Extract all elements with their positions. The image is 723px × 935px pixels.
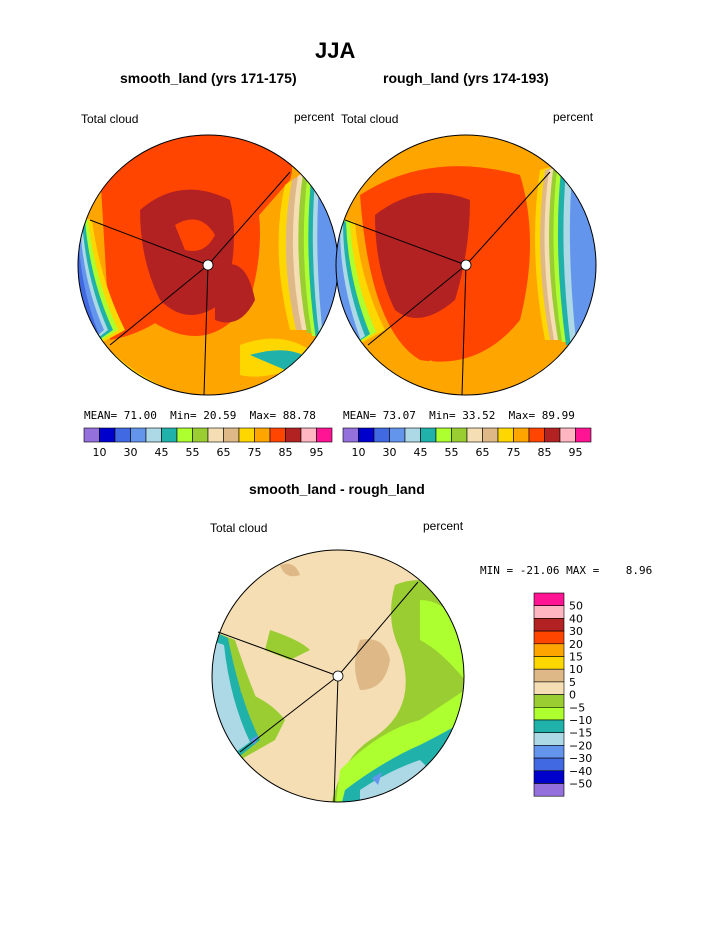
colorbar2-tick-label: 55 <box>445 446 459 459</box>
colorbar2-swatch <box>373 427 390 443</box>
colorbar3-tick-label: −5 <box>569 701 585 714</box>
colorbar3-swatch <box>533 630 565 645</box>
colorbar3-tick-label: 50 <box>569 600 583 613</box>
panel1-right-label: percent <box>294 110 335 124</box>
colorbar3-swatch <box>533 783 565 797</box>
colorbar2-swatch <box>404 427 421 443</box>
colorbar3-tick-label: 40 <box>569 612 583 625</box>
colorbar3-tick-label: 20 <box>569 638 583 651</box>
panel2-right-label: percent <box>553 110 594 124</box>
colorbar3-swatch <box>533 618 565 632</box>
colorbar3-swatch <box>533 707 565 721</box>
colorbar1-swatch <box>285 427 302 443</box>
colorbar3-swatch <box>533 681 565 695</box>
colorbar2-swatch <box>389 427 406 443</box>
map1-sector-lines <box>89 171 291 396</box>
colorbar1-tick-label: 65 <box>217 446 231 459</box>
colorbar3-swatch <box>533 745 565 759</box>
colorbar2-tick-label: 45 <box>414 446 428 459</box>
page-title: JJA <box>315 38 356 63</box>
colorbar2-tick-label: 10 <box>352 446 366 459</box>
colorbar-smooth-land: 10 30 45 55 65 75 85 95 <box>83 427 333 459</box>
colorbar1-swatch <box>83 427 100 443</box>
colorbar2-swatch <box>420 427 437 443</box>
colorbar1-swatch <box>207 427 224 443</box>
colorbar-rough-land: 10 30 45 55 65 75 85 95 <box>342 427 592 459</box>
colorbar3-tick-label: −30 <box>569 752 592 765</box>
colorbar2-swatch <box>342 427 359 443</box>
colorbar1-swatch <box>316 427 333 443</box>
colorbar2-swatch <box>559 427 576 443</box>
colorbar3-tick-label: −20 <box>569 739 592 752</box>
colorbar2-swatch <box>528 427 545 443</box>
colorbar1-swatch <box>238 427 255 443</box>
colorbar1-tick-label: 85 <box>279 446 293 459</box>
colorbar3-tick-label: −40 <box>569 765 592 778</box>
colorbar2-swatch <box>435 427 452 443</box>
colorbar1-swatch <box>300 427 317 443</box>
diff-title: smooth_land - rough_land <box>249 481 425 497</box>
colorbar1-swatch <box>192 427 209 443</box>
colorbar2-swatch <box>575 427 592 443</box>
colorbar2-tick-label: 95 <box>569 446 583 459</box>
colorbar1-tick-label: 75 <box>248 446 262 459</box>
colorbar2-swatch <box>544 427 561 443</box>
colorbar2-tick-label: 85 <box>538 446 552 459</box>
colorbar1-swatch <box>114 427 131 443</box>
colorbar1-swatch <box>161 427 178 443</box>
panel2-title: rough_land (yrs 174-193) <box>383 70 549 86</box>
colorbar1-swatch <box>223 427 240 443</box>
colorbar3-swatch <box>533 643 565 657</box>
panel2-left-label: Total cloud <box>341 112 399 126</box>
colorbar3-swatch <box>533 592 565 606</box>
colorbar3-swatch <box>533 770 565 784</box>
colorbar2-swatch <box>513 427 530 443</box>
panel1-title: smooth_land (yrs 171-175) <box>120 70 297 86</box>
colorbar3-tick-label: −50 <box>569 778 592 791</box>
panel1-left-label: Total cloud <box>81 112 139 126</box>
colorbar2-swatch <box>497 427 514 443</box>
colorbar2-swatch <box>466 427 483 443</box>
colorbar3-swatch <box>533 656 565 670</box>
colorbar1-tick-label: 10 <box>93 446 107 459</box>
colorbar2-swatch <box>358 427 375 443</box>
colorbar3-tick-label: 15 <box>569 651 583 664</box>
colorbar1-swatch <box>99 427 116 443</box>
colorbar3-tick-label: 0 <box>569 689 576 702</box>
colorbar1-tick-label: 45 <box>155 446 169 459</box>
panel3-stats: MIN = -21.06 MAX = 8.96 <box>480 564 653 577</box>
colorbar3-tick-label: 30 <box>569 625 583 638</box>
colorbar3-swatch <box>533 719 565 733</box>
colorbar3-swatch <box>533 605 565 619</box>
colorbar1-swatch <box>176 427 193 443</box>
colorbar2-tick-label: 75 <box>507 446 521 459</box>
colorbar1-swatch <box>269 427 286 443</box>
colorbar2-swatch <box>482 427 499 443</box>
colorbar3-swatch <box>533 732 565 746</box>
colorbar3-tick-label: 5 <box>569 676 576 689</box>
colorbar2-swatch <box>451 427 468 443</box>
colorbar2-tick-label: 65 <box>476 446 490 459</box>
colorbar1-tick-label: 30 <box>124 446 138 459</box>
map2-sector-lines <box>344 171 551 396</box>
panel3-left-label: Total cloud <box>210 521 268 535</box>
colorbar3-tick-label: −10 <box>569 714 592 727</box>
panel2-stats: MEAN= 73.07 Min= 33.52 Max= 89.99 <box>343 409 575 422</box>
colorbar3-tick-label: −15 <box>569 727 592 740</box>
colorbar1-swatch <box>130 427 147 443</box>
panel3-right-label: percent <box>423 519 464 533</box>
colorbar3-swatch <box>533 668 565 683</box>
colorbar1-tick-label: 55 <box>186 446 200 459</box>
colorbar1-tick-label: 95 <box>310 446 324 459</box>
panel1-stats: MEAN= 71.00 Min= 20.59 Max= 88.78 <box>84 409 316 422</box>
colorbar3-swatch <box>533 694 565 708</box>
colorbar3-tick-label: 10 <box>569 663 583 676</box>
colorbar1-swatch <box>254 427 271 443</box>
colorbar1-swatch <box>145 427 162 443</box>
colorbar3-swatch <box>533 757 565 772</box>
colorbar2-tick-label: 30 <box>383 446 397 459</box>
map3-sector-lines <box>217 581 419 803</box>
